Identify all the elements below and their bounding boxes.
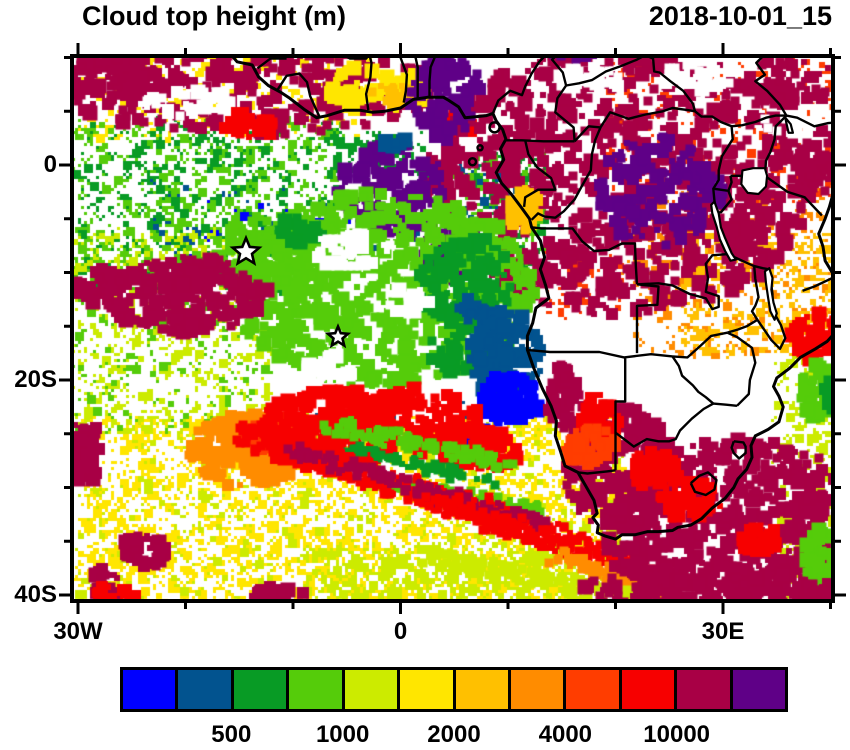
island-outline xyxy=(488,121,501,134)
country-border xyxy=(573,106,696,143)
country-border xyxy=(565,56,647,87)
colorbar-tick-label: 500 xyxy=(211,721,252,748)
colorbar-cell xyxy=(677,670,730,709)
colorbar-cell xyxy=(344,670,398,709)
colorbar-cell xyxy=(123,670,176,709)
colorbar-cell xyxy=(621,670,675,709)
country-border xyxy=(754,56,788,117)
star-marker xyxy=(324,323,352,349)
country-border xyxy=(491,56,547,114)
country-border xyxy=(726,318,759,334)
page-title: Cloud top height (m) xyxy=(82,1,346,31)
country-border xyxy=(786,114,833,128)
timestamp: 2018-10-01_15 xyxy=(648,1,832,31)
country-border xyxy=(531,226,639,285)
country-border xyxy=(672,331,728,359)
colorbar-cell xyxy=(233,670,287,709)
country-border xyxy=(364,56,373,111)
lake-outline xyxy=(740,167,769,196)
country-border xyxy=(614,358,627,471)
country-border xyxy=(614,402,714,448)
country-border xyxy=(644,56,697,112)
country-border xyxy=(726,331,757,407)
y-axis-tick-label: 20S xyxy=(14,366,57,393)
country-border xyxy=(522,140,557,208)
star-marker xyxy=(229,234,263,267)
colorbar-cell xyxy=(510,670,564,709)
coastline xyxy=(224,56,833,541)
island-outline xyxy=(476,144,484,152)
map-overlay xyxy=(224,56,833,541)
country-border xyxy=(428,56,437,98)
country-border xyxy=(694,110,734,213)
country-border xyxy=(256,57,287,70)
country-border xyxy=(763,114,788,176)
country-border xyxy=(577,469,616,475)
country-border xyxy=(727,175,733,192)
x-axis-tick-label: 30W xyxy=(53,618,103,645)
country-border xyxy=(636,253,727,311)
colorbar-tick-label: 1000 xyxy=(315,721,370,748)
country-border xyxy=(764,174,823,217)
country-border xyxy=(550,56,576,142)
colorbar-tick-label: 2000 xyxy=(427,721,481,748)
country-border xyxy=(527,348,673,359)
country-border xyxy=(342,56,370,60)
island-outline xyxy=(467,157,478,167)
colorbar-tick-label: 10000 xyxy=(643,721,711,748)
country-border xyxy=(505,139,575,143)
y-axis-tick-label: 40S xyxy=(14,581,57,608)
colorbar-cell xyxy=(455,670,508,709)
country-border xyxy=(730,440,747,460)
x-axis-tick-label: 30E xyxy=(701,618,745,645)
country-border xyxy=(671,355,715,405)
colorbar-cell xyxy=(178,670,231,709)
country-border xyxy=(410,56,419,99)
y-axis-tick-label: 0 xyxy=(43,151,57,178)
country-border xyxy=(713,402,738,407)
country-border xyxy=(689,471,718,497)
lake-outline xyxy=(784,116,794,134)
x-axis-tick-label: 0 xyxy=(393,618,408,645)
lake-outline xyxy=(763,267,778,321)
colorbar-tick-label: 4000 xyxy=(538,721,593,748)
country-border xyxy=(635,283,660,354)
colorbar-cell xyxy=(400,670,453,709)
country-border xyxy=(802,276,833,292)
country-border xyxy=(398,56,409,103)
colorbar-cell xyxy=(566,670,619,709)
colorbar-cell xyxy=(732,670,786,709)
colorbar-cell xyxy=(289,670,342,709)
colorbar xyxy=(120,667,788,712)
